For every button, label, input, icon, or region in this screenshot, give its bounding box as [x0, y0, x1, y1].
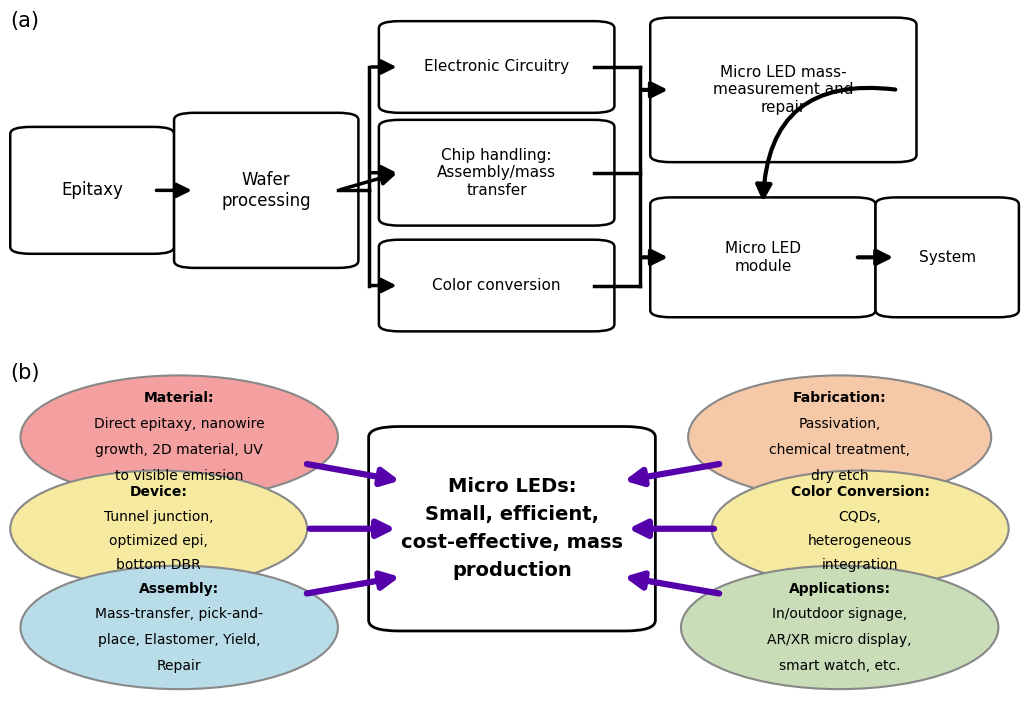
- Text: Fabrication:: Fabrication:: [793, 391, 887, 405]
- Text: Direct epitaxy, nanowire: Direct epitaxy, nanowire: [94, 417, 264, 431]
- Text: Micro LED
module: Micro LED module: [725, 241, 801, 274]
- FancyBboxPatch shape: [369, 427, 655, 631]
- Text: (b): (b): [10, 363, 40, 383]
- Text: heterogeneous: heterogeneous: [808, 534, 912, 548]
- Ellipse shape: [712, 471, 1009, 587]
- Text: Assembly:: Assembly:: [139, 582, 219, 596]
- Text: to visible emission: to visible emission: [115, 469, 244, 483]
- Text: integration: integration: [822, 558, 898, 572]
- Text: Chip handling:
Assembly/mass
transfer: Chip handling: Assembly/mass transfer: [437, 148, 556, 197]
- Text: smart watch, etc.: smart watch, etc.: [779, 659, 900, 673]
- Text: In/outdoor signage,: In/outdoor signage,: [772, 608, 907, 622]
- Text: Repair: Repair: [157, 659, 202, 673]
- Ellipse shape: [20, 565, 338, 689]
- Text: Passivation,: Passivation,: [799, 417, 881, 431]
- Text: dry etch: dry etch: [811, 469, 868, 483]
- Text: AR/XR micro display,: AR/XR micro display,: [767, 633, 912, 647]
- Text: Wafer
processing: Wafer processing: [221, 171, 311, 210]
- FancyBboxPatch shape: [876, 197, 1019, 317]
- Text: Electronic Circuitry: Electronic Circuitry: [424, 59, 569, 75]
- Text: Device:: Device:: [130, 485, 187, 499]
- Text: chemical treatment,: chemical treatment,: [769, 443, 910, 457]
- Text: Tunnel junction,: Tunnel junction,: [104, 510, 213, 524]
- Text: place, Elastomer, Yield,: place, Elastomer, Yield,: [98, 633, 260, 647]
- Ellipse shape: [681, 565, 998, 689]
- Ellipse shape: [10, 471, 307, 587]
- Text: (a): (a): [10, 11, 39, 30]
- FancyBboxPatch shape: [650, 18, 916, 162]
- Text: growth, 2D material, UV: growth, 2D material, UV: [95, 443, 263, 457]
- Text: Mass-transfer, pick-and-: Mass-transfer, pick-and-: [95, 608, 263, 622]
- Ellipse shape: [688, 375, 991, 499]
- FancyBboxPatch shape: [379, 240, 614, 331]
- FancyBboxPatch shape: [379, 21, 614, 113]
- FancyBboxPatch shape: [650, 197, 876, 317]
- Text: Micro LED mass-
measurement and
repair: Micro LED mass- measurement and repair: [713, 65, 854, 115]
- Text: Material:: Material:: [144, 391, 214, 405]
- Text: bottom DBR: bottom DBR: [117, 558, 201, 572]
- FancyBboxPatch shape: [174, 113, 358, 268]
- Text: Applications:: Applications:: [788, 582, 891, 596]
- FancyBboxPatch shape: [379, 120, 614, 226]
- Text: optimized epi,: optimized epi,: [110, 534, 208, 548]
- Text: Epitaxy: Epitaxy: [61, 181, 123, 200]
- Text: Color conversion: Color conversion: [432, 278, 561, 293]
- Text: CQDs,: CQDs,: [839, 510, 882, 524]
- Text: Color Conversion:: Color Conversion:: [791, 485, 930, 499]
- Text: Micro LEDs:
Small, efficient,
cost-effective, mass
production: Micro LEDs: Small, efficient, cost-effec…: [401, 477, 623, 580]
- FancyBboxPatch shape: [10, 127, 174, 254]
- Ellipse shape: [20, 375, 338, 499]
- Text: System: System: [919, 250, 976, 265]
